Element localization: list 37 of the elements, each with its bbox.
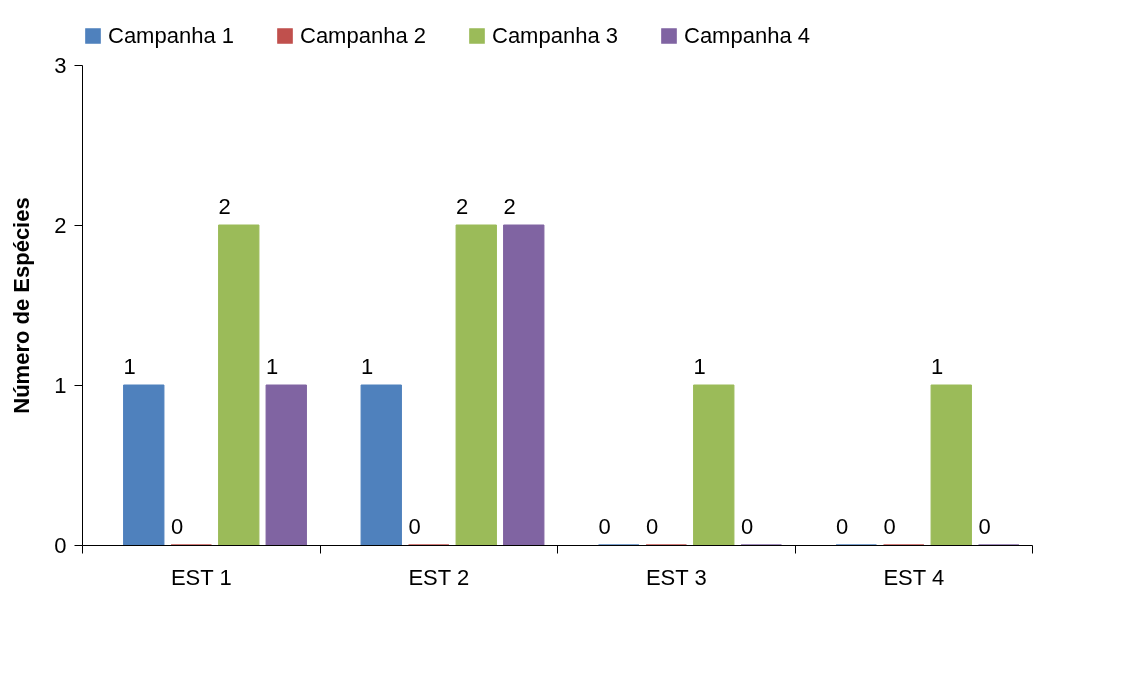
bar <box>503 224 545 546</box>
data-label: 0 <box>883 514 896 539</box>
y-axis-title: Número de Espécies <box>9 197 35 414</box>
data-label: 2 <box>218 194 231 219</box>
y-tick-label: 0 <box>54 532 67 558</box>
data-label: 1 <box>123 354 136 379</box>
legend-label: Campanha 3 <box>492 23 618 48</box>
data-label: 0 <box>835 514 849 539</box>
bar <box>360 384 402 546</box>
x-tick-label: EST 2 <box>408 564 470 590</box>
data-label: 1 <box>360 354 374 379</box>
legend-label: Campanha 2 <box>300 23 426 48</box>
data-label: 0 <box>645 514 659 539</box>
bar <box>930 384 972 546</box>
data-label: 2 <box>455 194 469 219</box>
y-tick-label: 1 <box>54 372 67 398</box>
legend-label: Campanha 1 <box>108 23 234 48</box>
legend-label: Campanha 4 <box>684 23 810 48</box>
y-tick-label: 3 <box>54 52 67 78</box>
data-label: 1 <box>693 354 706 379</box>
bar <box>265 384 307 546</box>
data-label: 0 <box>978 514 991 539</box>
bar <box>123 384 165 546</box>
data-label: 0 <box>740 514 754 539</box>
data-label: 0 <box>598 514 611 539</box>
data-label: 2 <box>503 194 516 219</box>
data-label: 0 <box>408 514 421 539</box>
x-tick-label: EST 3 <box>645 564 707 590</box>
bar <box>455 224 497 546</box>
bar <box>693 384 735 546</box>
bar <box>218 224 260 546</box>
data-label: 1 <box>930 354 944 379</box>
y-tick-label: 2 <box>54 212 67 238</box>
data-label: 1 <box>265 354 279 379</box>
x-tick-label: EST 1 <box>170 564 232 590</box>
x-tick-label: EST 4 <box>883 564 945 590</box>
data-label: 0 <box>170 514 184 539</box>
